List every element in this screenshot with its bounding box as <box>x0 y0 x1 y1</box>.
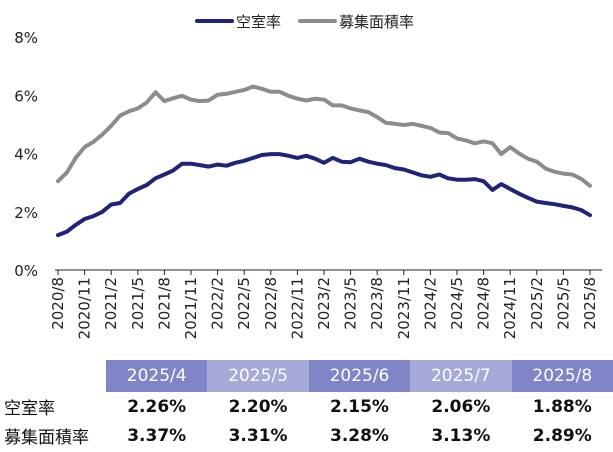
x-tick-label: 2022/5 <box>235 277 253 330</box>
summary-cell: 2.20% <box>228 396 288 417</box>
summary-row-label: 空室率 <box>4 399 55 419</box>
legend-label-listing: 募集面積率 <box>339 13 414 31</box>
summary-month-header: 2025/5 <box>207 360 309 392</box>
summary-row-label: 募集面積率 <box>4 428 89 448</box>
x-tick-label: 2024/2 <box>421 277 439 330</box>
series-line-listing <box>56 84 592 188</box>
x-tick-label: 2024/11 <box>501 277 519 339</box>
x-tick-label: 2024/8 <box>475 277 493 330</box>
summary-cell: 3.31% <box>228 425 288 446</box>
summary-cell: 2.26% <box>127 396 187 417</box>
series-layer <box>56 84 592 238</box>
x-tick-label: 2025/2 <box>528 277 546 330</box>
summary-month-header: 2025/7 <box>410 360 512 392</box>
x-tick-label: 2020/11 <box>76 277 94 339</box>
x-tick-label: 2025/8 <box>581 277 599 330</box>
summary-cell: 2.15% <box>329 396 389 417</box>
x-axis: 2020/8 2020/11 2021/2 2021/5 2021/8 2021/11 20… <box>49 269 602 339</box>
y-tick-label: 4% <box>14 146 38 164</box>
x-tick-label: 2024/5 <box>448 277 466 330</box>
summary-cell: 3.28% <box>329 425 389 446</box>
x-tick-label: 2021/8 <box>155 277 173 330</box>
x-tick-label: 2023/11 <box>395 277 413 339</box>
y-tick-label: 0% <box>14 262 38 280</box>
x-tick-label: 2022/8 <box>262 277 280 330</box>
summary-cell: 2.89% <box>532 425 592 446</box>
x-tick-label: 2023/8 <box>368 277 386 330</box>
x-tick-label: 2025/5 <box>554 277 572 330</box>
x-tick-label: 2021/11 <box>182 277 200 339</box>
y-axis: 0% 2% 4% 6% 8% <box>14 29 38 280</box>
y-tick-label: 2% <box>14 204 38 222</box>
summary-month-header: 2025/6 <box>308 360 411 392</box>
summary-table: 2025/4 2025/5 2025/6 2025/7 2025/8 空室率 2… <box>0 360 613 450</box>
summary-cell: 3.13% <box>431 425 491 446</box>
x-tick-label: 2022/2 <box>209 277 227 330</box>
x-tick-label: 2021/2 <box>102 277 120 330</box>
x-tick-label: 2020/8 <box>49 277 67 330</box>
summary-cell: 2.06% <box>431 396 491 417</box>
chart-legend: 空室率 募集面積率 <box>195 13 414 31</box>
summary-row-vacancy: 空室率 2.26% 2.20% 2.15% 2.06% 1.88% <box>0 392 613 421</box>
summary-month-header: 2025/4 <box>106 360 208 392</box>
summary-month-header: 2025/8 <box>511 360 613 392</box>
summary-cell: 3.37% <box>127 425 187 446</box>
y-tick-label: 8% <box>14 29 38 47</box>
x-tick-label: 2021/5 <box>129 277 147 330</box>
summary-cell: 1.88% <box>532 396 592 417</box>
x-tick-label: 2023/2 <box>315 277 333 330</box>
x-tick-label: 2022/11 <box>288 277 306 339</box>
summary-row-listing: 募集面積率 3.37% 3.31% 3.28% 3.13% 2.89% <box>0 421 613 450</box>
line-chart: 空室率 募集面積率 0% 2% 4% 6% 8% 2020/8 2020/11 2021/2… <box>14 13 602 339</box>
y-tick-label: 6% <box>14 87 38 105</box>
summary-corner-cell <box>0 360 106 392</box>
x-tick-label: 2023/5 <box>342 277 360 330</box>
summary-header-row: 2025/4 2025/5 2025/6 2025/7 2025/8 <box>0 360 613 392</box>
legend-label-vacancy: 空室率 <box>236 13 281 31</box>
series-line-vacancy <box>56 152 592 238</box>
